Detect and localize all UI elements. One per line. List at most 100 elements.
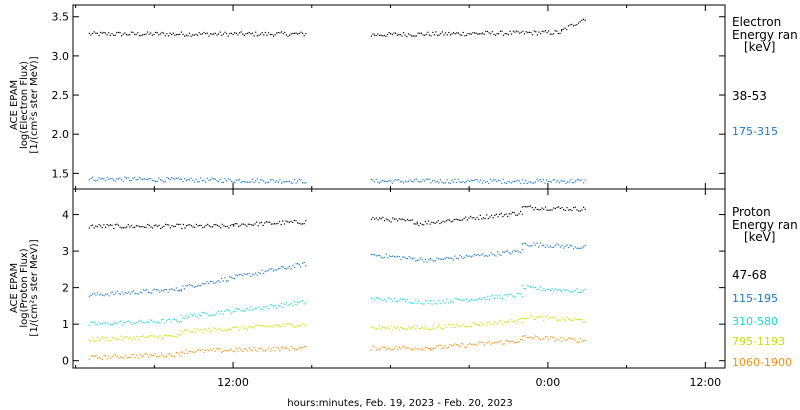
proton-point-310-580 bbox=[420, 302, 422, 304]
proton-point-47-68 bbox=[434, 222, 436, 224]
proton-point-1060-1900 bbox=[408, 347, 410, 349]
proton-point-310-580 bbox=[200, 315, 202, 317]
proton-point-310-580 bbox=[497, 297, 499, 299]
electron-point-38-53 bbox=[142, 34, 144, 36]
proton-point-47-68 bbox=[119, 226, 121, 228]
proton-point-310-580 bbox=[392, 300, 394, 302]
proton-point-47-68 bbox=[168, 224, 170, 226]
proton-point-115-195 bbox=[154, 288, 156, 290]
electron-point-38-53 bbox=[538, 31, 540, 33]
electron-point-38-53 bbox=[206, 32, 208, 34]
electron-point-38-53 bbox=[226, 33, 228, 35]
proton-point-47-68 bbox=[574, 206, 576, 208]
proton-point-795-1193 bbox=[493, 321, 495, 323]
proton-point-1060-1900 bbox=[452, 344, 454, 346]
proton-point-115-195 bbox=[488, 254, 491, 256]
proton-point-795-1193 bbox=[101, 336, 104, 338]
proton-point-1060-1900 bbox=[474, 343, 476, 345]
proton-point-47-68 bbox=[539, 209, 542, 211]
electron-legend-175-315: 175-315 bbox=[732, 125, 778, 138]
proton-point-795-1193 bbox=[413, 325, 415, 327]
proton-point-795-1193 bbox=[573, 319, 575, 321]
proton-point-1060-1900 bbox=[98, 357, 100, 359]
proton-point-310-580 bbox=[551, 288, 553, 290]
proton-point-47-68 bbox=[538, 209, 540, 211]
proton-point-115-195 bbox=[298, 264, 300, 266]
electron-point-175-315 bbox=[573, 182, 575, 184]
proton-point-47-68 bbox=[231, 224, 233, 226]
proton-point-1060-1900 bbox=[190, 351, 192, 353]
proton-point-115-195 bbox=[222, 280, 224, 282]
proton-point-1060-1900 bbox=[165, 355, 167, 357]
electron-flux-panel: ACE EPAM log(Electron Flux) [1/(cm²s ste… bbox=[9, 4, 798, 190]
electron-point-38-53 bbox=[208, 35, 210, 37]
proton-point-1060-1900 bbox=[382, 346, 384, 348]
proton-point-115-195 bbox=[429, 258, 431, 260]
electron-point-175-315 bbox=[203, 179, 205, 181]
electron-point-175-315 bbox=[282, 181, 284, 183]
electron-point-175-315 bbox=[443, 182, 445, 184]
proton-point-47-68 bbox=[510, 213, 512, 215]
proton-point-310-580 bbox=[108, 323, 110, 325]
electron-point-175-315 bbox=[277, 181, 279, 183]
electron-point-175-315 bbox=[284, 181, 286, 183]
proton-point-1060-1900 bbox=[302, 347, 304, 349]
electron-point-175-315 bbox=[533, 182, 535, 184]
proton-point-795-1193 bbox=[382, 326, 384, 328]
electron-point-38-53 bbox=[232, 33, 234, 36]
electron-point-175-315 bbox=[182, 181, 184, 183]
proton-point-310-580 bbox=[178, 321, 181, 323]
proton-point-1060-1900 bbox=[151, 354, 153, 357]
proton-point-1060-1900 bbox=[482, 341, 484, 344]
electron-point-175-315 bbox=[393, 180, 395, 182]
proton-point-795-1193 bbox=[379, 325, 381, 327]
proton-point-47-68 bbox=[429, 223, 431, 225]
proton-point-310-580 bbox=[177, 320, 179, 323]
proton-point-115-195 bbox=[446, 257, 448, 259]
electron-point-175-315 bbox=[499, 180, 501, 182]
proton-point-47-68 bbox=[106, 224, 108, 226]
proton-point-47-68 bbox=[482, 217, 485, 219]
proton-point-795-1193 bbox=[534, 318, 537, 320]
proton-point-310-580 bbox=[563, 289, 565, 291]
proton-point-310-580 bbox=[93, 321, 95, 323]
electron-point-38-53 bbox=[284, 31, 286, 34]
electron-point-175-315 bbox=[406, 181, 408, 183]
proton-point-115-195 bbox=[229, 276, 231, 278]
electron-point-38-53 bbox=[370, 35, 372, 37]
electron-point-175-315 bbox=[407, 180, 409, 182]
electron-point-38-53 bbox=[535, 31, 537, 33]
electron-point-175-315 bbox=[239, 179, 241, 181]
proton-point-310-580 bbox=[553, 290, 555, 292]
electron-point-175-315 bbox=[221, 181, 223, 183]
electron-point-175-315 bbox=[575, 180, 577, 182]
proton-point-115-195 bbox=[108, 295, 110, 297]
electron-point-175-315 bbox=[438, 182, 440, 184]
proton-point-795-1193 bbox=[388, 327, 390, 329]
electron-point-38-53 bbox=[121, 35, 123, 37]
proton-point-310-580 bbox=[418, 300, 420, 302]
proton-point-1060-1900 bbox=[520, 338, 522, 340]
proton-point-47-68 bbox=[153, 225, 155, 227]
proton-point-310-580 bbox=[136, 322, 138, 324]
proton-point-115-195 bbox=[576, 247, 578, 249]
proton-point-115-195 bbox=[442, 258, 445, 260]
proton-point-47-68 bbox=[208, 225, 210, 227]
electron-point-38-53 bbox=[297, 33, 299, 35]
proton-point-47-68 bbox=[137, 225, 139, 227]
electron-point-38-53 bbox=[104, 32, 107, 34]
proton-point-795-1193 bbox=[563, 319, 565, 321]
electron-point-175-315 bbox=[281, 182, 283, 184]
proton-point-310-580 bbox=[222, 313, 224, 315]
proton-legend-title-1: Proton bbox=[732, 205, 771, 219]
proton-point-795-1193 bbox=[305, 325, 307, 327]
electron-point-38-53 bbox=[132, 31, 134, 33]
electron-point-38-53 bbox=[103, 32, 105, 34]
proton-point-115-195 bbox=[467, 255, 469, 257]
proton-point-47-68 bbox=[561, 207, 563, 209]
proton-point-115-195 bbox=[423, 261, 425, 263]
proton-point-310-580 bbox=[141, 321, 143, 323]
proton-point-47-68 bbox=[233, 224, 235, 226]
proton-point-310-580 bbox=[449, 300, 451, 302]
electron-point-38-53 bbox=[470, 33, 472, 35]
